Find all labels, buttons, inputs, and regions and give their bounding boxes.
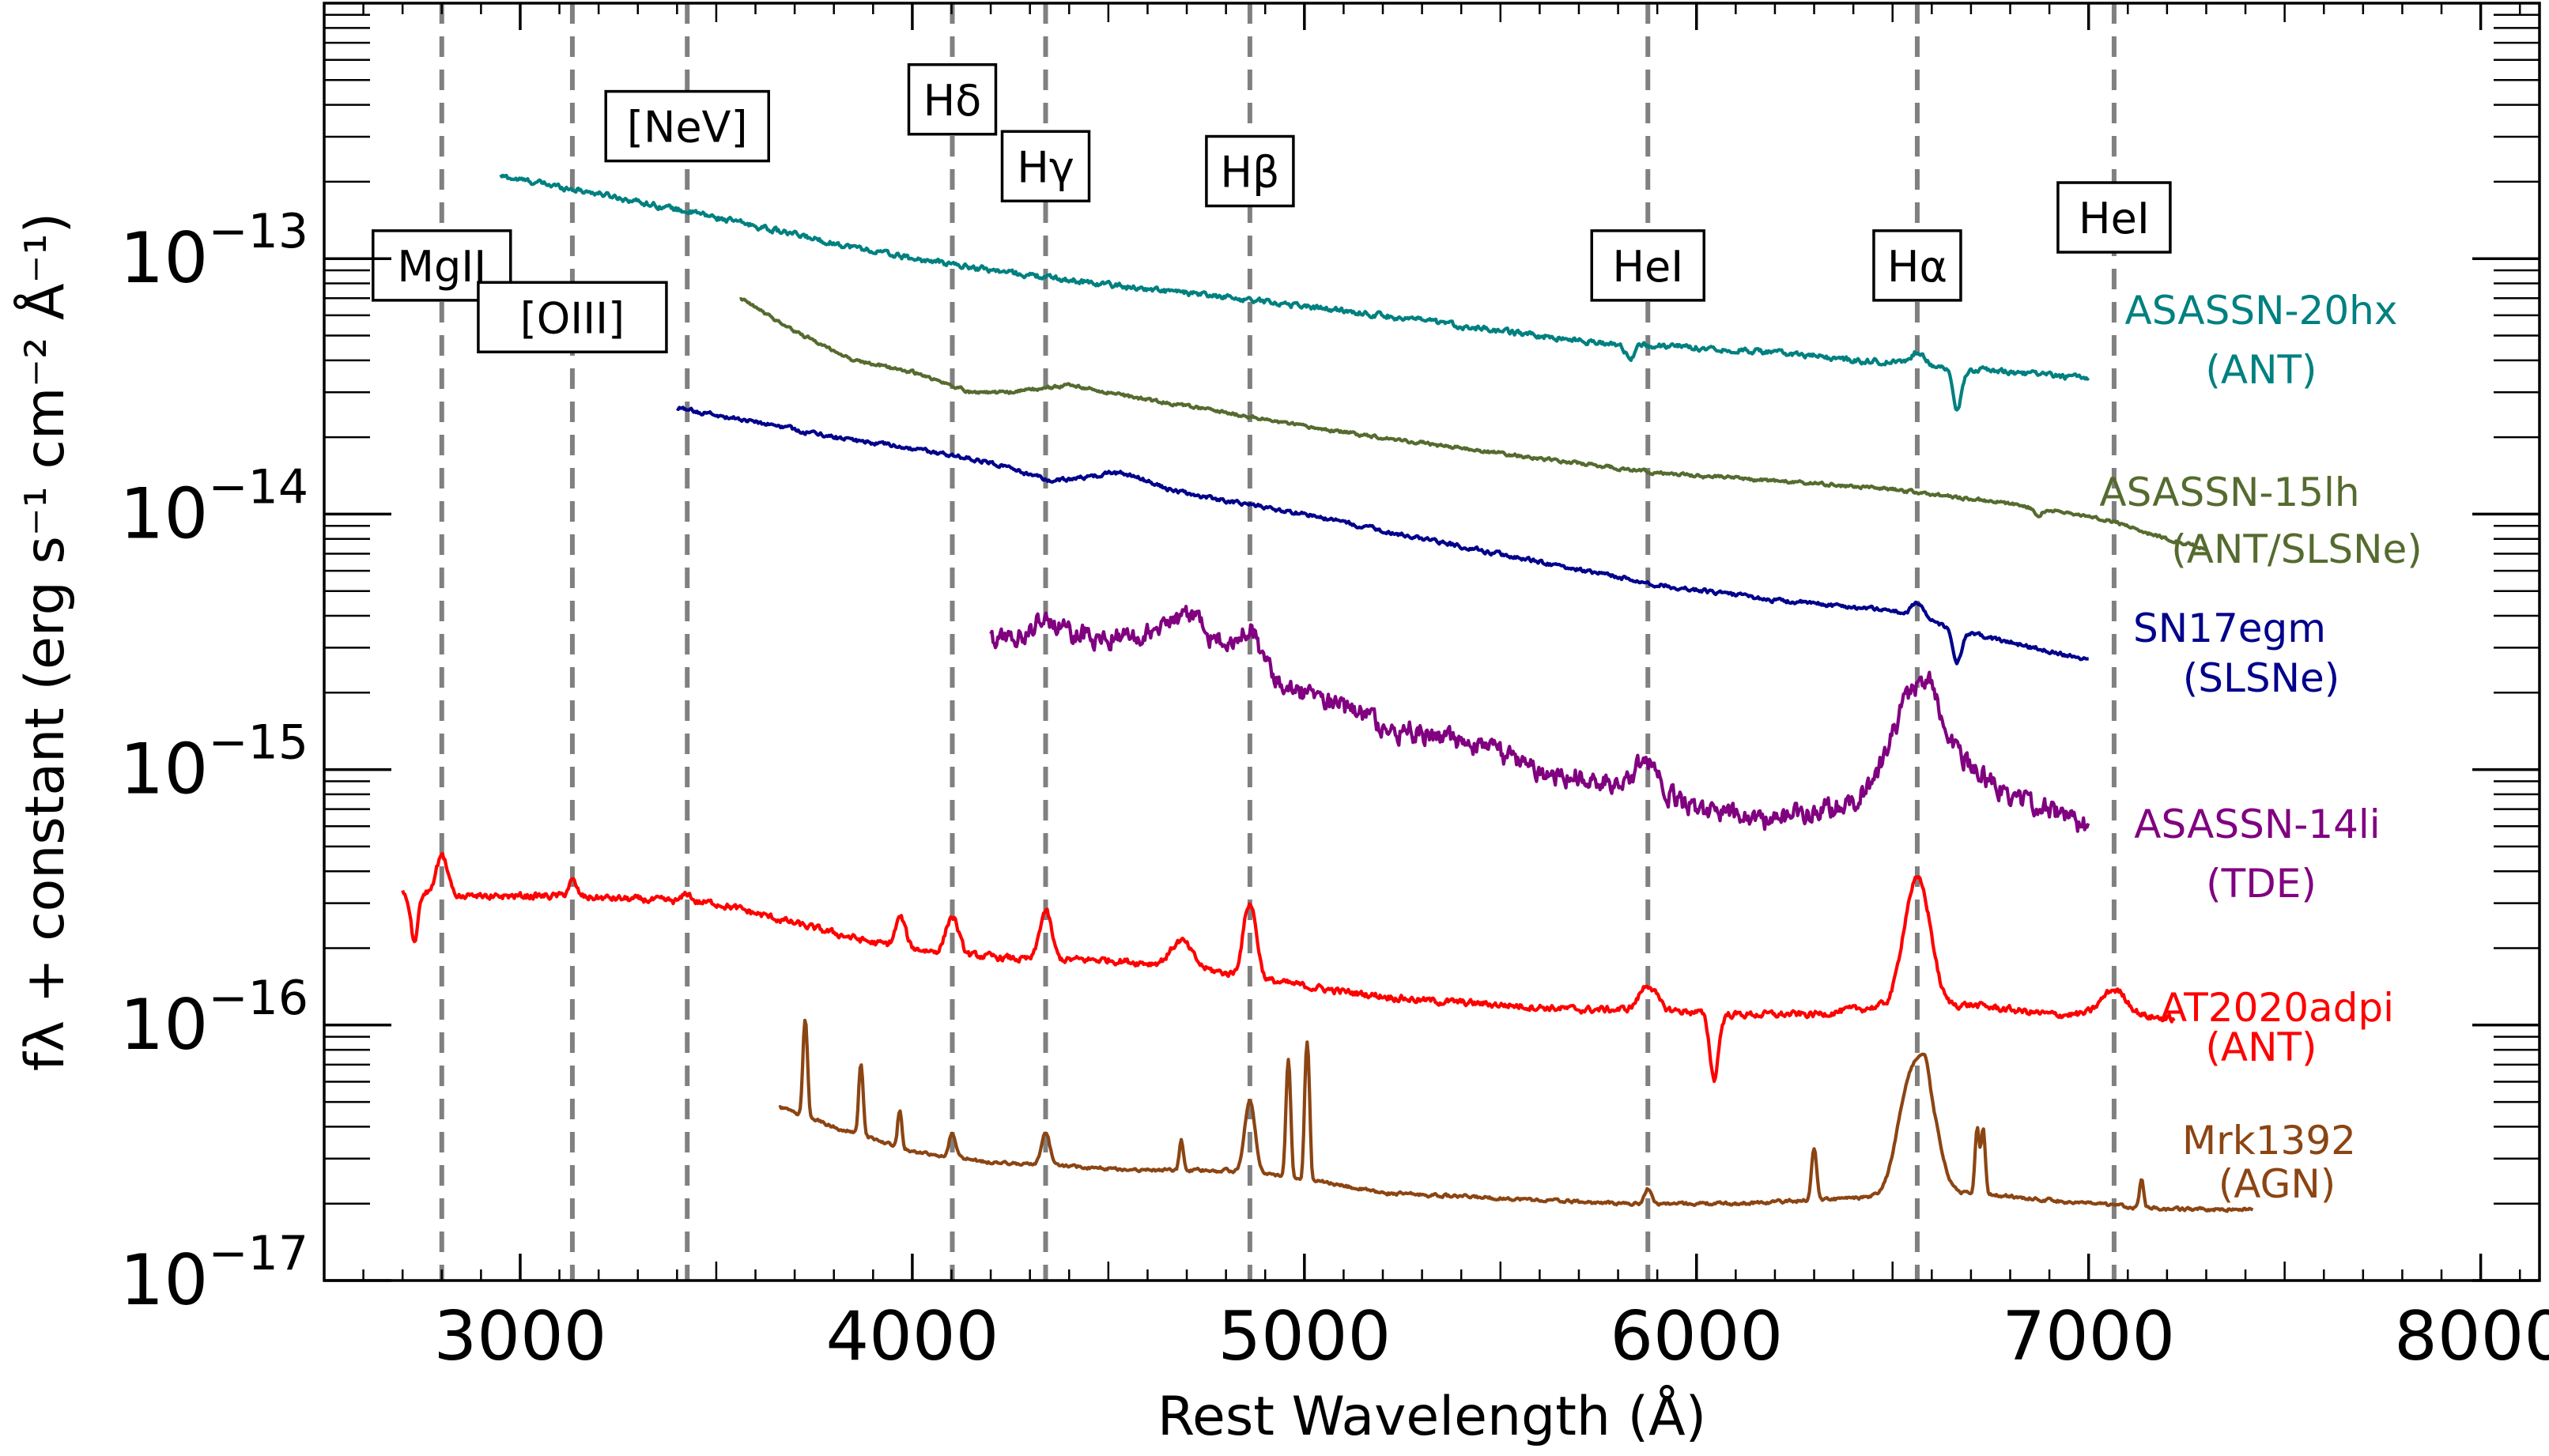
series-name: ASASSN-14li (2134, 802, 2380, 847)
svg-text:Hβ: Hβ (1220, 148, 1279, 198)
x-tick-label: 8000 (2394, 1297, 2549, 1376)
x-tick-label: 7000 (2002, 1297, 2175, 1376)
spectral-line-label: Hβ (1205, 134, 1295, 208)
svg-text:MgII: MgII (397, 242, 486, 292)
spectral-line-label: Hα (1872, 229, 1962, 302)
y-tick-label: 10−14 (119, 459, 308, 554)
spectral-line-markers (439, 3, 2117, 1281)
series-name: Mrk1392 (2182, 1118, 2356, 1164)
series-class: (ANT/SLSNe) (2171, 526, 2422, 572)
series-line-sn17egm (675, 405, 2090, 666)
y-tick-label: 10−17 (119, 1226, 308, 1321)
series-class: (TDE) (2206, 861, 2317, 907)
series-labels: ASASSN-20hx (ANT) ASASSN-15lh (ANT/SLSNe) SN… (2099, 288, 2422, 1207)
series-name: SN17egm (2133, 605, 2326, 651)
series-class: (ANT) (2205, 1024, 2317, 1070)
series-label-asassn-20hx: ASASSN-20hx (ANT) (2125, 288, 2398, 393)
spectral-line-label: [NeV] (604, 89, 770, 163)
spectral-line-label: HeI (2056, 181, 2172, 254)
svg-text:HeI: HeI (2079, 194, 2150, 243)
series-label-sn17egm: SN17egm(SLSNe) (2133, 605, 2339, 701)
y-axis-label: fλ + constant (erg s⁻¹ cm⁻² Å⁻¹) (13, 213, 77, 1071)
plot-frame (323, 2, 2541, 1282)
spectra-series (401, 173, 2254, 1213)
series-line-mrk1392 (778, 1018, 2254, 1213)
svg-text:Hα: Hα (1887, 242, 1947, 292)
svg-text:HeI: HeI (1612, 242, 1683, 292)
svg-text:[OIII]: [OIII] (520, 293, 625, 343)
y-tick-label: 10−15 (119, 715, 308, 810)
series-name: AT2020adpi (2160, 985, 2394, 1031)
series-class: (ANT) (2205, 347, 2317, 393)
spectral-line-labels: MgII [OIII] [NeV] Hδ Hγ Hβ HeI Hα HeI (372, 63, 2172, 354)
series-class: (SLSNe) (2183, 655, 2340, 701)
x-tick-label: 5000 (1218, 1297, 1391, 1376)
spectral-line-label: [OIII] (477, 281, 668, 354)
x-axis-label: Rest Wavelength (Å) (1157, 1384, 1706, 1448)
series-line-asassn-20hx (499, 173, 2090, 412)
series-label-asassn-15lh: ASASSN-15lh (ANT/SLSNe) (2099, 470, 2422, 572)
series-name: ASASSN-20hx (2125, 288, 2398, 334)
svg-text:Hδ: Hδ (923, 76, 982, 126)
series-label-at2020adpi: AT2020adpi(ANT) (2160, 985, 2394, 1070)
x-tick-label: 6000 (1610, 1297, 1783, 1376)
series-label-mrk1392: Mrk1392(AGN) (2182, 1118, 2356, 1207)
series-line-asassn-14li (989, 605, 2090, 833)
spectral-line-label: Hγ (1000, 130, 1091, 203)
axis-ticks: 3000 4000 5000 6000 7000 8000 10−13 10−14 10−15 1… (119, 3, 2549, 1376)
series-line-asassn-15lh (739, 296, 2207, 552)
x-tick-label: 3000 (434, 1297, 607, 1376)
series-name: ASASSN-15lh (2099, 470, 2359, 515)
spectral-line-label: Hδ (907, 63, 998, 136)
series-line-at2020adpi (401, 851, 2176, 1084)
y-tick-label: 10−16 (119, 971, 308, 1066)
spectral-line-label: HeI (1590, 229, 1706, 302)
x-tick-label: 4000 (825, 1297, 999, 1376)
svg-text:[NeV]: [NeV] (627, 103, 748, 153)
series-label-asassn-14li: ASASSN-14li (TDE) (2134, 802, 2380, 907)
y-tick-label: 10−13 (119, 204, 308, 299)
series-class: (AGN) (2219, 1161, 2336, 1207)
svg-text:Hγ: Hγ (1017, 142, 1074, 192)
